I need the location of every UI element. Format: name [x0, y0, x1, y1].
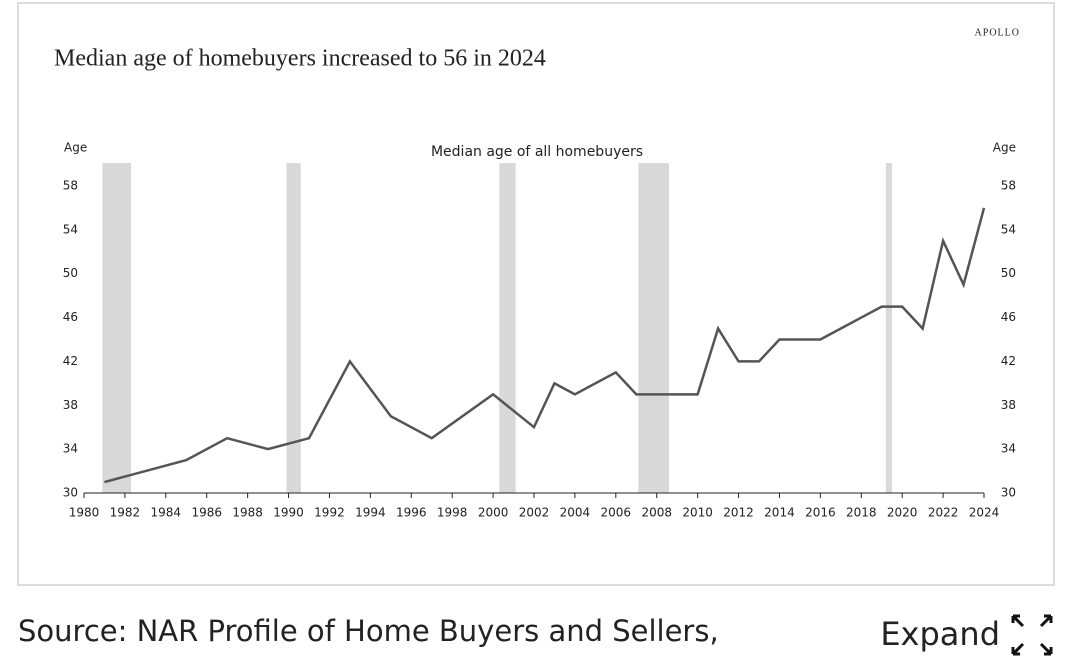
recession-band [885, 163, 892, 493]
y2-tick-label: 42 [1001, 354, 1016, 368]
x-tick-label: 2022 [928, 506, 959, 520]
y2-tick-label: 50 [1001, 266, 1016, 280]
card [17, 2, 1055, 586]
x-tick-label: 2004 [560, 506, 591, 520]
plot: 30 34 38 42 46 50 54 58 30 34 38 42 46 50 54 58 1980 1982… [63, 163, 1016, 520]
x-tick-label: 2002 [519, 506, 550, 520]
x-tick-label: 1986 [191, 506, 222, 520]
y-tick-label: 58 [63, 179, 78, 193]
expand-icon[interactable] [1011, 614, 1053, 656]
y-tick-label: 46 [63, 310, 78, 324]
recession-band [102, 163, 132, 493]
y2-tick-label: 58 [1001, 179, 1016, 193]
x-tick-label: 2024 [969, 506, 1000, 520]
y-tick-label: 54 [63, 222, 78, 236]
x-tick-label: 1984 [151, 506, 182, 520]
x-tick-label: 1980 [69, 506, 100, 520]
y-tick-label: 30 [63, 486, 78, 500]
y2-tick-label: 38 [1001, 398, 1016, 412]
x-tick-label: 1996 [396, 506, 427, 520]
brand: APOLLO [975, 27, 1020, 38]
y2-tick-label: 30 [1001, 486, 1016, 500]
x-tick-label: 2008 [641, 506, 672, 520]
data-line [104, 207, 986, 484]
chart-title: Median age of homebuyers increased to 56… [54, 46, 546, 72]
x-tick-label: 2010 [682, 506, 713, 520]
chart-subtitle: Median age of all homebuyers [431, 144, 643, 160]
x-tick-label: 1982 [110, 506, 141, 520]
x-tick-label: 1998 [437, 506, 468, 520]
x-tick-label: 2000 [478, 506, 509, 520]
y-axis-label: Age [64, 141, 87, 155]
x-tick-label: 2020 [887, 506, 918, 520]
y2-tick-label: 46 [1001, 310, 1016, 324]
x-tick-label: 2014 [764, 506, 795, 520]
recession-band [499, 163, 516, 493]
x-tick-label: 2018 [846, 506, 877, 520]
y-tick-label: 50 [63, 266, 78, 280]
x-tick-label: 2006 [601, 506, 632, 520]
y2-tick-label: 34 [1001, 442, 1016, 456]
y-tick-label: 38 [63, 398, 78, 412]
x-tick-label: 1990 [273, 506, 304, 520]
x-tick-label: 1994 [355, 506, 386, 520]
x-tick-label: 1992 [314, 506, 345, 520]
source: Source: NAR Profile of Home Buyers and S… [18, 614, 719, 648]
expand-button[interactable]: Expand [880, 615, 1000, 653]
x-tick-label: 1988 [232, 506, 263, 520]
x-tick-label: 2016 [805, 506, 836, 520]
y-tick-label: 34 [63, 442, 78, 456]
x-tick-label: 2012 [723, 506, 754, 520]
y2-axis-label: Age [993, 141, 1016, 155]
recession-band [286, 163, 301, 493]
y-tick-label: 42 [63, 354, 78, 368]
y2-tick-label: 54 [1001, 222, 1016, 236]
recession-band [638, 163, 669, 493]
